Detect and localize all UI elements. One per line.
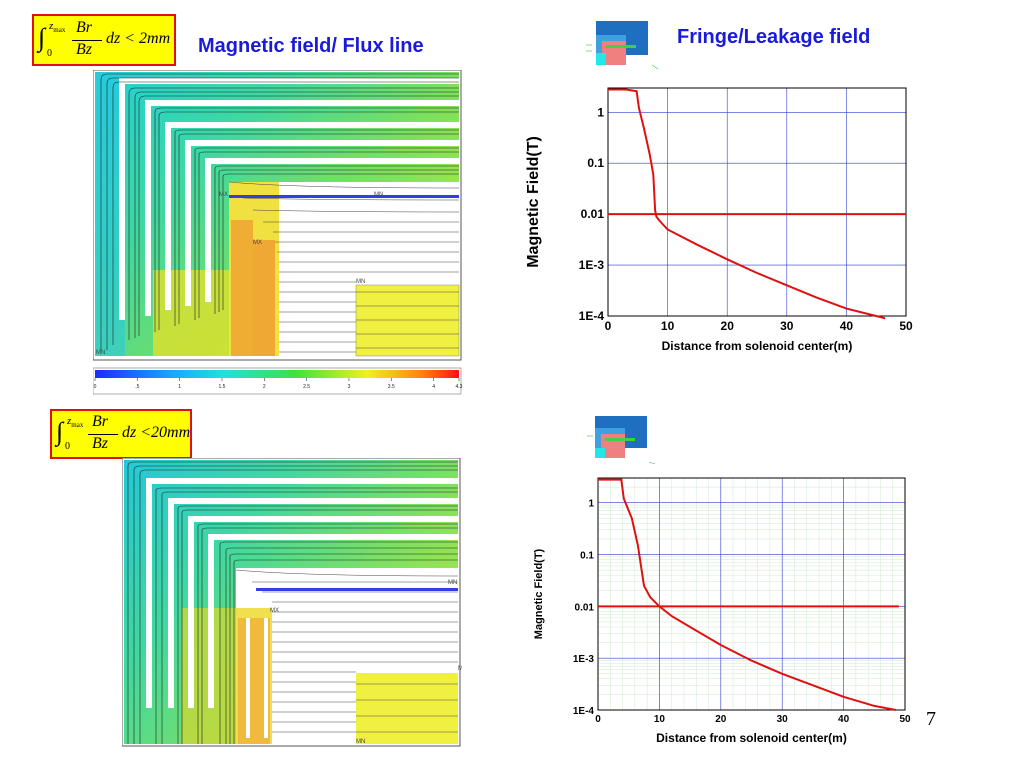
y-tick-label: 1E-4 [579,309,605,323]
y-tick-label: 0.01 [581,207,605,221]
colorbar-tick-label: 3 [348,384,351,390]
x-tick-label: 10 [654,714,666,725]
integral-lower: 0 [47,48,52,59]
integral-symbol: ∫ [56,417,64,446]
colorbar-tick-label: 2 [263,384,266,390]
y-axis-label: Magnetic Field(T) [533,548,545,639]
geometry-thumbnail-1 [582,15,662,77]
y-tick-label: 1 [597,105,604,119]
x-axis-label: Distance from solenoid center(m) [656,731,847,745]
field-map-2: MN MX MX MN [122,458,462,747]
x-tick-label: 40 [840,319,854,333]
y-tick-label: 1E-4 [573,706,595,717]
formula-box-2: ∫ zmax 0 Br Bz dz <20mm [50,409,192,459]
fraction-bar [88,434,118,435]
marker-label: MN [96,350,105,356]
formula-box-1: ∫ zmax 0 Br Bz dz < 2mm [32,14,176,66]
yoke-gaps [146,478,458,738]
endcap-region [355,284,460,357]
bore-edge [229,195,459,198]
marker-label: MN [448,580,457,586]
bore-flux-lines [235,569,459,733]
series-line [608,88,886,320]
y-tick-label: 0.01 [575,602,595,613]
field-map-1: MX MN MX MN MN 0 .5 1 1.5 2 2.5 3 3.5 4 4.3 [93,70,463,395]
x-tick-label: 0 [605,319,612,333]
marker-label: MX [219,192,228,198]
series-line [598,478,896,711]
title-fringe-field: Fringe/Leakage field [677,26,871,48]
fraction-numerator: Br [92,413,108,430]
fraction-bar [72,40,102,41]
colorbar-tick-label: 3.5 [388,384,395,390]
slide-number: 7 [926,708,936,730]
colorbar-tick-label: 0 [94,384,97,390]
plot-frame [607,87,907,317]
geometry-thumbnail-2 [585,410,657,468]
y-tick-label: 0.1 [580,551,594,562]
bore-edge [256,588,458,591]
colorbar [95,370,459,378]
marker-label: MX [270,608,279,614]
integral-lower: 0 [65,441,70,452]
x-tick-label: 30 [780,319,794,333]
marker-label: MX [458,666,462,672]
title-magnetic-field: Magnetic field/ Flux line [198,35,424,57]
colorbar-tick-label: 2.5 [303,384,310,390]
y-axis-label: Magnetic Field(T) [525,136,542,268]
colorbar-tick-label: 4.3 [456,384,463,390]
y-tick-label: 1 [588,499,594,510]
y-tick-label: 0.1 [587,156,604,170]
formula-rhs: dz <20mm [122,424,191,441]
fringe-field-chart-2: 0 10 20 30 40 50 1 0.1 0.01 1E-3 1E-4 Distance from… [533,477,911,745]
flux-lines [127,461,458,744]
x-tick-label: 50 [899,714,911,725]
colorbar-tick-label: 1 [178,384,181,390]
endcap-region [356,673,458,744]
x-tick-label: 20 [715,714,727,725]
integral-upper: zmax [67,415,84,430]
marker-label: MN [356,739,365,745]
marker-label: MX [253,240,262,246]
colorbar-tick-label: 1.5 [219,384,226,390]
colorbar-tick-label: .5 [135,384,139,390]
colorbar-tick-label: 4 [432,384,435,390]
marker-label: MN [356,279,365,285]
fraction-denominator: Bz [92,435,108,452]
plot-area [608,88,906,316]
fringe-field-chart-1: 0 10 20 30 40 50 1 0.1 0.01 1E-3 1E-4 Distance from… [525,87,913,353]
x-tick-label: 0 [595,714,601,725]
x-tick-label: 20 [721,319,735,333]
formula-rhs: dz < 2mm [106,30,171,47]
integral-symbol: ∫ [38,23,46,52]
x-tick-label: 10 [661,319,675,333]
x-tick-label: 30 [777,714,789,725]
marker-label: MN [374,192,383,198]
integral-upper: zmax [49,20,66,35]
colorbar-ticks: 0 .5 1 1.5 2 2.5 3 3.5 4 4.3 [94,378,463,390]
y-tick-label: 1E-3 [579,258,605,272]
y-tick-label: 1E-3 [573,654,595,665]
plot-frame [597,477,906,711]
x-tick-label: 50 [899,319,913,333]
fraction-denominator: Bz [76,41,92,58]
x-axis-label: Distance from solenoid center(m) [662,339,853,353]
plot-area [598,478,905,710]
flux-lines [100,73,459,350]
fraction-numerator: Br [76,19,92,36]
x-tick-label: 40 [838,714,850,725]
bore-flux-lines [228,181,460,353]
